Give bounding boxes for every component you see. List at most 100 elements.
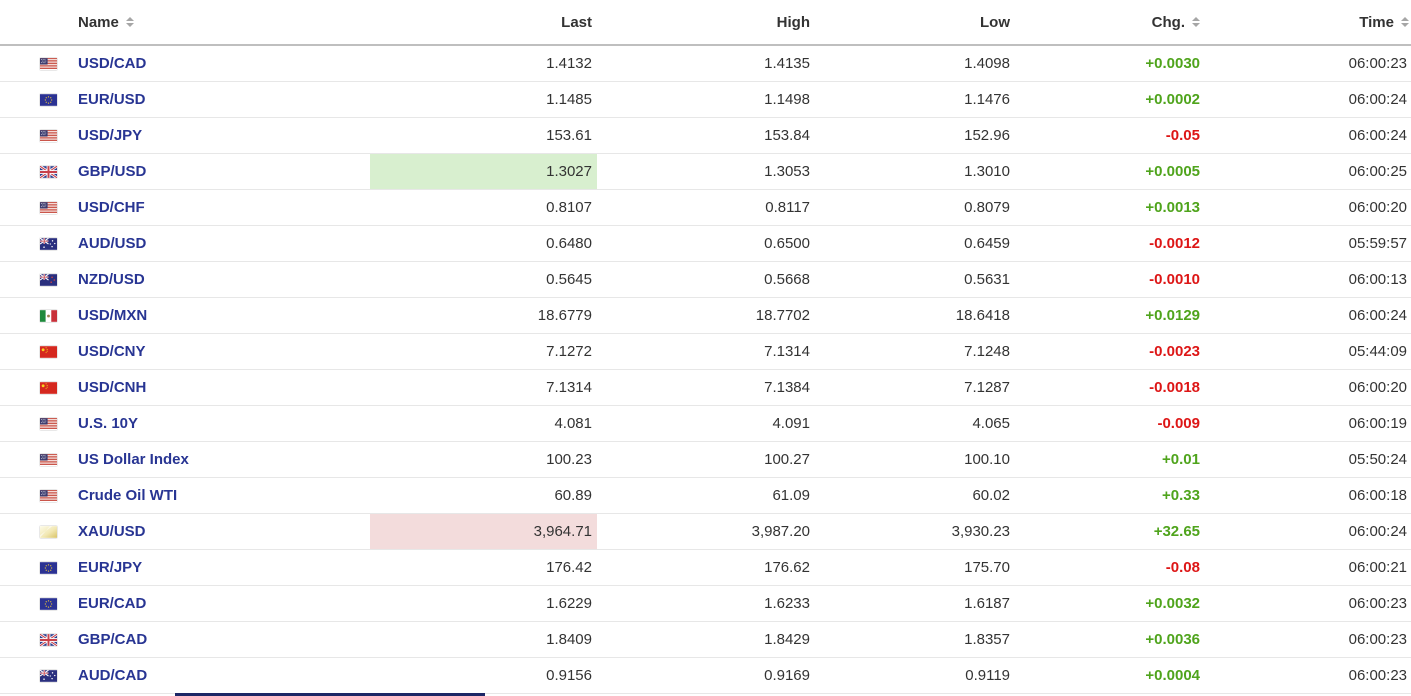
low-value-cell: 7.1248 [815, 333, 1015, 370]
low-value-cell: 1.4098 [815, 45, 1015, 82]
high-value-cell: 1.4135 [597, 45, 815, 82]
last-value-cell: 0.8107 [370, 189, 597, 226]
table-row: USD/CHF 0.8107 0.8117 0.8079 +0.0013 06:00:20 [0, 189, 1411, 226]
high-value-cell: 100.27 [597, 441, 815, 478]
table-row: USD/CAD 1.4132 1.4135 1.4098 +0.0030 06:00:23 [0, 45, 1411, 82]
column-header-low-label: Low [980, 13, 1010, 31]
last-value-cell: 7.1272 [370, 333, 597, 370]
instrument-link[interactable]: XAU/USD [78, 523, 146, 540]
instrument-link[interactable]: NZD/USD [78, 271, 145, 288]
us-flag-icon [40, 489, 57, 502]
instrument-link[interactable]: USD/JPY [78, 127, 143, 144]
time-value-cell: 05:59:57 [1205, 225, 1411, 262]
last-value-cell: 1.1485 [370, 81, 597, 118]
instrument-name-cell: USD/CAD [0, 45, 370, 82]
instrument-name-cell: XAU/USD [0, 513, 370, 550]
instrument-name-cell: GBP/CAD [0, 621, 370, 658]
last-value-cell: 0.5645 [370, 261, 597, 298]
column-header-chg-label: Chg. [1151, 13, 1185, 31]
table-body: USD/CAD 1.4132 1.4135 1.4098 +0.0030 06:00:23… [0, 45, 1411, 694]
last-value-cell: 1.6229 [370, 585, 597, 622]
us-flag-icon [40, 201, 57, 214]
change-value-cell: +0.0030 [1015, 45, 1205, 82]
time-value-cell: 06:00:19 [1205, 405, 1411, 442]
low-value-cell: 0.5631 [815, 261, 1015, 298]
last-value-cell: 100.23 [370, 441, 597, 478]
instrument-name-cell: USD/CNH [0, 369, 370, 406]
table-row: US Dollar Index 100.23 100.27 100.10 +0.01 05… [0, 441, 1411, 478]
instrument-link[interactable]: USD/CNY [78, 343, 146, 360]
table-row: GBP/USD 1.3027 1.3053 1.3010 +0.0005 06:00:25 [0, 153, 1411, 190]
instrument-name-cell: U.S. 10Y [0, 405, 370, 442]
time-value-cell: 06:00:23 [1205, 585, 1411, 622]
high-value-cell: 153.84 [597, 117, 815, 154]
time-value-cell: 06:00:20 [1205, 189, 1411, 226]
last-value-cell: 153.61 [370, 117, 597, 154]
time-value-cell: 06:00:24 [1205, 513, 1411, 550]
low-value-cell: 100.10 [815, 441, 1015, 478]
change-value-cell: +0.0032 [1015, 585, 1205, 622]
instrument-link[interactable]: EUR/USD [78, 91, 146, 108]
instrument-link[interactable]: USD/CHF [78, 199, 145, 216]
time-value-cell: 06:00:23 [1205, 45, 1411, 82]
change-value-cell: -0.0023 [1015, 333, 1205, 370]
change-value-cell: +32.65 [1015, 513, 1205, 550]
instrument-link[interactable]: US Dollar Index [78, 451, 189, 468]
change-value-cell: +0.0129 [1015, 297, 1205, 334]
instrument-link[interactable]: U.S. 10Y [78, 415, 139, 432]
cn-flag-icon [40, 345, 57, 358]
column-header-last-label: Last [561, 13, 592, 31]
eu-flag-icon [40, 93, 57, 106]
change-value-cell: +0.0005 [1015, 153, 1205, 190]
low-value-cell: 1.1476 [815, 81, 1015, 118]
last-value-cell: 4.081 [370, 405, 597, 442]
low-value-cell: 60.02 [815, 477, 1015, 514]
us-flag-icon [40, 129, 57, 142]
low-value-cell: 175.70 [815, 549, 1015, 586]
time-value-cell: 06:00:25 [1205, 153, 1411, 190]
high-value-cell: 0.5668 [597, 261, 815, 298]
high-value-cell: 1.1498 [597, 81, 815, 118]
time-value-cell: 06:00:24 [1205, 117, 1411, 154]
high-value-cell: 0.6500 [597, 225, 815, 262]
instrument-link[interactable]: USD/CNH [78, 379, 147, 396]
high-value-cell: 1.8429 [597, 621, 815, 658]
instrument-link[interactable]: EUR/JPY [78, 559, 143, 576]
instrument-name-cell: EUR/JPY [0, 549, 370, 586]
instrument-link[interactable]: USD/CAD [78, 55, 147, 72]
time-value-cell: 06:00:23 [1205, 657, 1411, 694]
instrument-name-cell: EUR/USD [0, 81, 370, 118]
instrument-link[interactable]: GBP/USD [78, 163, 147, 180]
time-value-cell: 06:00:13 [1205, 261, 1411, 298]
low-value-cell: 7.1287 [815, 369, 1015, 406]
instrument-link[interactable]: GBP/CAD [78, 631, 148, 648]
last-value-cell: 0.6480 [370, 225, 597, 262]
instrument-name-cell: US Dollar Index [0, 441, 370, 478]
column-header-time[interactable]: Time [1205, 0, 1411, 46]
last-value-cell: 176.42 [370, 549, 597, 586]
time-value-cell: 06:00:24 [1205, 297, 1411, 334]
instrument-link[interactable]: AUD/CAD [78, 667, 148, 684]
table-row: GBP/CAD 1.8409 1.8429 1.8357 +0.0036 06:00:23 [0, 621, 1411, 658]
low-value-cell: 18.6418 [815, 297, 1015, 334]
low-value-cell: 152.96 [815, 117, 1015, 154]
instrument-link[interactable]: EUR/CAD [78, 595, 147, 612]
instrument-link[interactable]: Crude Oil WTI [78, 487, 178, 504]
us-flag-icon [40, 57, 57, 70]
au-flag-icon [40, 237, 57, 250]
low-value-cell: 1.6187 [815, 585, 1015, 622]
column-header-chg[interactable]: Chg. [1015, 0, 1205, 46]
au-flag-icon [40, 669, 57, 682]
instrument-name-cell: AUD/USD [0, 225, 370, 262]
high-value-cell: 0.9169 [597, 657, 815, 694]
instrument-link[interactable]: AUD/USD [78, 235, 147, 252]
high-value-cell: 3,987.20 [597, 513, 815, 550]
low-value-cell: 0.6459 [815, 225, 1015, 262]
change-value-cell: +0.0013 [1015, 189, 1205, 226]
instrument-link[interactable]: USD/MXN [78, 307, 148, 324]
column-header-name[interactable]: Name [0, 0, 370, 46]
change-value-cell: -0.08 [1015, 549, 1205, 586]
table-row: XAU/USD 3,964.71 3,987.20 3,930.23 +32.65 06:… [0, 513, 1411, 550]
high-value-cell: 7.1384 [597, 369, 815, 406]
low-value-cell: 0.9119 [815, 657, 1015, 694]
